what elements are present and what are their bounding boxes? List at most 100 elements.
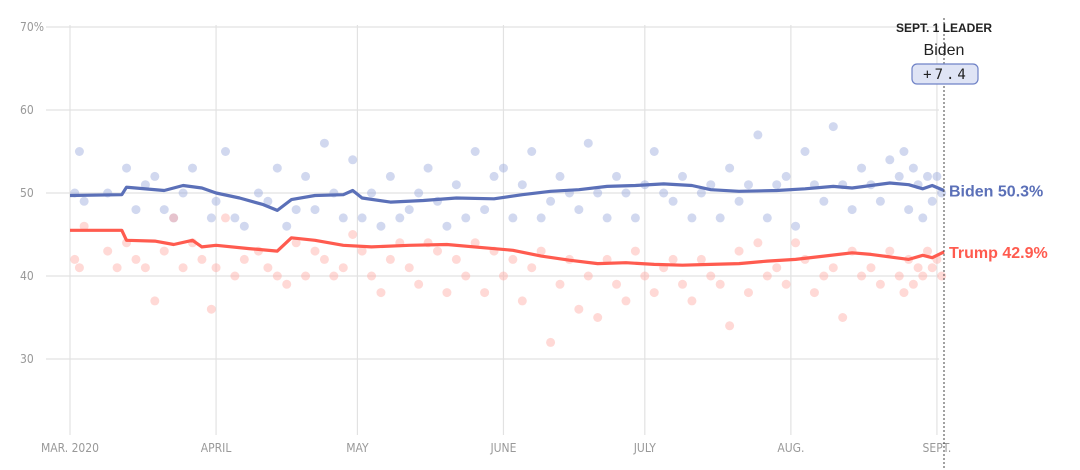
x-tick-label: MAY [346,441,369,455]
x-tick-label: SEPT. [923,441,952,455]
biden-poll-dot [489,171,499,181]
biden-poll-dot [253,188,263,198]
biden-poll-dot [211,196,221,206]
biden-poll-dot [819,196,829,206]
biden-poll-dot [517,180,527,190]
biden-poll-dot [753,130,763,140]
trump-poll-dot [762,271,772,281]
biden-poll-dot [546,196,556,206]
leader-heading: SEPT. 1 LEADER [896,21,992,35]
leader-margin: +7.4 [923,67,969,83]
trump-poll-dot [140,263,150,273]
biden-poll-dot [159,205,169,215]
trump-poll-dot [725,321,735,331]
trump-poll-dot [668,254,678,264]
trump-poll-dot [211,263,221,273]
trump-poll-dot [480,288,490,298]
biden-poll-dot [451,180,461,190]
trump-poll-dot [866,263,876,273]
biden-poll-dot [918,213,928,223]
trump-end-label: Trump 42.9% [949,245,1048,262]
trump-poll-dot [329,271,339,281]
biden-poll-dot [140,180,150,190]
trump-poll-dot [197,254,207,264]
biden-poll-dot [857,163,867,173]
biden-poll-dot [927,196,937,206]
trump-poll-dot [913,263,923,273]
trump-poll-dot [885,246,895,256]
y-tick-label: 60 [20,103,34,117]
biden-poll-dot [348,155,358,165]
trump-poll-dot [272,271,282,281]
trump-poll-dot [838,313,848,322]
trump-poll-dot [357,246,367,256]
biden-poll-dot [263,196,273,206]
biden-poll-dot [480,205,490,215]
biden-poll-dot [74,147,84,156]
x-tick-label: JULY [633,441,657,455]
trump-poll-dot [517,296,527,306]
trump-poll-dot [819,271,829,281]
biden-poll-dot [847,205,857,215]
trump-poll-dot [612,279,622,289]
biden-poll-dot [470,147,480,156]
trump-poll-dot [239,254,249,264]
biden-poll-dot [908,163,918,173]
biden-poll-dot [367,188,377,198]
trump-poll-dot [927,263,937,273]
trump-poll-dot [918,271,928,281]
biden-poll-dot [574,205,584,215]
biden-poll-dot [230,213,240,223]
biden-poll-dot [725,163,735,173]
trump-poll-dot [546,337,556,347]
trump-trend-line [70,228,945,267]
biden-poll-dot [781,171,791,181]
biden-poll-dot [668,196,678,206]
trump-poll-dot [772,263,782,273]
biden-poll-dot [282,221,292,231]
trump-poll-dot [899,288,909,298]
biden-poll-dot [150,171,160,181]
biden-poll-dot [357,213,367,223]
trump-poll-dot [640,271,650,281]
y-tick-label: 30 [20,352,34,366]
biden-poll-dot [593,188,603,198]
trump-poll-dot [555,279,565,289]
trump-poll-dot [178,263,188,273]
trump-poll-dot [404,263,414,273]
biden-poll-dot [536,213,546,223]
trump-poll-dot [319,254,329,264]
biden-poll-dot [706,180,716,190]
biden-poll-dot [131,205,141,215]
trump-poll-dot [621,296,631,306]
biden-poll-dot [461,213,471,223]
biden-poll-dot [772,180,782,190]
biden-poll-dot [272,163,282,173]
trump-poll-dot [282,279,292,289]
biden-poll-dot [800,147,810,156]
trump-poll-dot [678,279,688,289]
trump-poll-dot [743,288,753,298]
biden-poll-dot [612,171,622,181]
trump-poll-dot [781,279,791,289]
y-tick-label: 40 [20,269,34,283]
biden-poll-dot [310,205,320,215]
trump-poll-dot [112,263,122,273]
y-tick-label: 50 [20,186,34,200]
biden-poll-dot [414,188,424,198]
biden-poll-dot [932,171,942,181]
trump-poll-dot [376,288,386,298]
trump-poll-dot [536,246,546,256]
biden-poll-dot [301,171,311,181]
trump-poll-dot [301,271,311,281]
trump-poll-dot [937,271,947,281]
biden-poll-dot [404,205,414,215]
trump-poll-dot [649,288,659,298]
trump-poll-dot [461,271,471,281]
trump-poll-dot [706,271,716,281]
leader-name: Biden [924,42,965,59]
leader-margin-badge [911,63,979,85]
biden-poll-dot [875,196,885,206]
trump-poll-dot [338,263,348,273]
trump-poll-dot [753,238,763,248]
